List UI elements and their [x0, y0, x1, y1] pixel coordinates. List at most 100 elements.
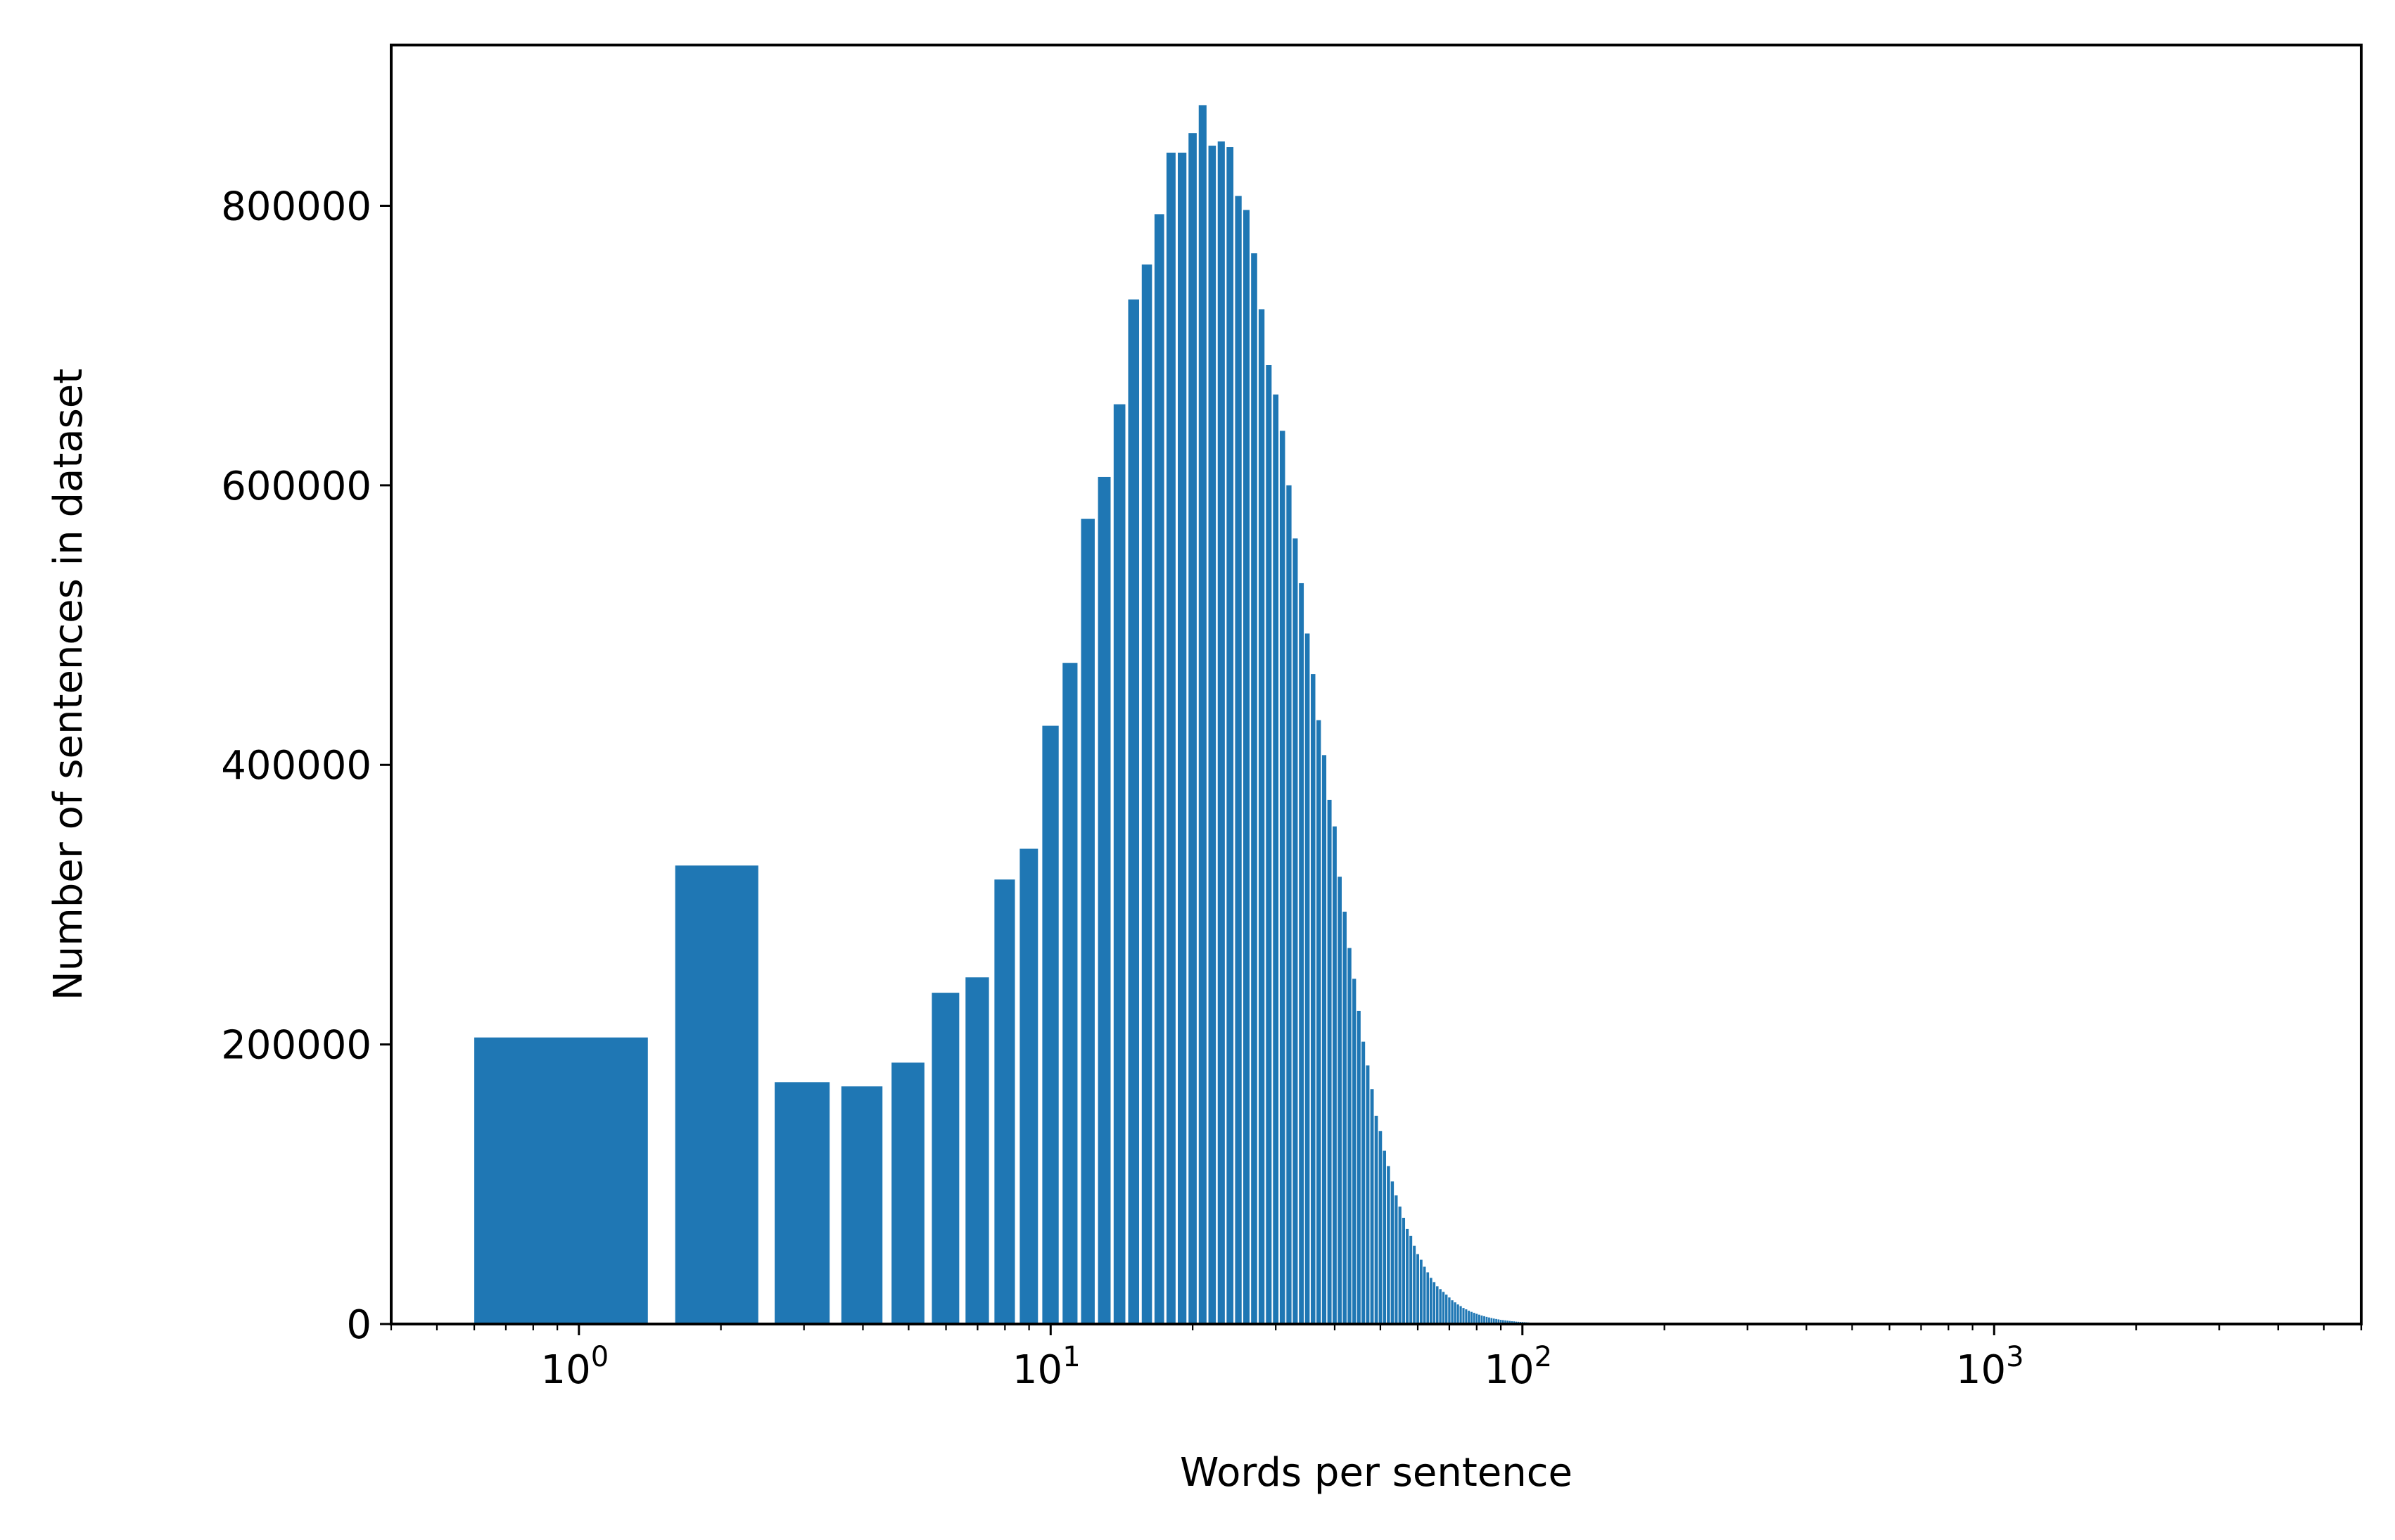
bar	[1128, 299, 1140, 1324]
bar	[1426, 1272, 1430, 1324]
bar	[1413, 1245, 1416, 1324]
x-tick-label: 102	[1484, 1341, 1552, 1393]
bar	[1273, 394, 1279, 1324]
bar	[1387, 1166, 1390, 1324]
bar	[1432, 1282, 1436, 1324]
bar	[1480, 1315, 1483, 1324]
bar	[1499, 1320, 1502, 1324]
bar	[1504, 1320, 1506, 1324]
y-axis-ticks: 0 200000 400000 600000 800000	[221, 184, 391, 1348]
bar	[1436, 1286, 1439, 1324]
bar	[1439, 1289, 1442, 1324]
bar	[1395, 1195, 1398, 1324]
bar	[1390, 1181, 1395, 1324]
bar	[1019, 848, 1038, 1324]
bar	[1459, 1306, 1462, 1324]
bar	[1357, 1010, 1361, 1324]
bar	[1178, 152, 1187, 1325]
y-tick-label: 600000	[221, 464, 371, 509]
bar	[1342, 911, 1347, 1324]
bar	[1226, 147, 1234, 1324]
y-axis-label: Number of sentences in dataset	[46, 369, 91, 1000]
bar	[675, 865, 758, 1324]
bar	[1279, 431, 1285, 1324]
y-tick-label: 0	[346, 1302, 371, 1348]
x-tick-label: 101	[1012, 1341, 1081, 1393]
bar	[1492, 1318, 1495, 1324]
bar	[1506, 1321, 1508, 1324]
bar	[1141, 264, 1152, 1325]
bar	[1416, 1254, 1419, 1324]
bar	[965, 977, 989, 1324]
bar	[1081, 518, 1095, 1324]
bar	[775, 1082, 830, 1324]
bar	[1311, 674, 1316, 1324]
bar	[1462, 1308, 1465, 1324]
bar	[1508, 1321, 1511, 1324]
y-tick-label: 400000	[221, 743, 371, 789]
bar	[1478, 1314, 1480, 1324]
bar	[1488, 1317, 1490, 1324]
bar	[1442, 1292, 1445, 1324]
bar	[1465, 1309, 1468, 1324]
bar	[1470, 1311, 1473, 1324]
bar	[1166, 152, 1176, 1325]
bar	[1316, 720, 1321, 1324]
bar	[1495, 1318, 1497, 1324]
bar	[1352, 979, 1357, 1324]
bar	[1333, 826, 1337, 1324]
plot-area-frame	[390, 44, 2363, 1325]
bar	[474, 1037, 648, 1324]
bar	[1419, 1259, 1423, 1324]
bar	[1398, 1207, 1402, 1324]
bar	[1430, 1278, 1432, 1324]
bar	[1154, 214, 1164, 1324]
bar	[932, 993, 960, 1324]
bar	[1423, 1266, 1426, 1324]
bar	[1235, 196, 1242, 1325]
bar	[841, 1086, 883, 1324]
bar	[1448, 1297, 1451, 1324]
bar	[1483, 1316, 1485, 1324]
bar	[1445, 1294, 1448, 1324]
bar	[1374, 1115, 1378, 1324]
bar	[1217, 141, 1225, 1325]
bar	[1406, 1228, 1409, 1324]
bar	[1497, 1319, 1500, 1324]
bar	[1370, 1089, 1374, 1324]
x-tick-label: 100	[540, 1341, 609, 1393]
bar	[1347, 948, 1352, 1324]
bar	[994, 879, 1015, 1324]
x-axis-label: Words per sentence	[1180, 1450, 1573, 1496]
bar	[1490, 1318, 1493, 1324]
bar	[1299, 583, 1304, 1325]
bar	[1454, 1302, 1456, 1324]
bar	[1258, 309, 1265, 1324]
x-tick-label: 103	[1956, 1341, 2024, 1393]
bar	[1451, 1300, 1454, 1324]
bar	[1198, 105, 1207, 1325]
bar	[1378, 1131, 1383, 1324]
bar	[1409, 1235, 1413, 1324]
bar	[1098, 476, 1111, 1325]
bar	[1383, 1150, 1386, 1324]
bar	[1485, 1316, 1488, 1324]
bar	[1062, 663, 1078, 1324]
bar	[1042, 725, 1059, 1324]
bar	[1243, 210, 1250, 1325]
bar	[1266, 365, 1272, 1324]
bar	[1304, 633, 1310, 1324]
bar	[1321, 755, 1327, 1324]
bar	[1208, 146, 1216, 1324]
bar	[1502, 1320, 1504, 1324]
bar	[1475, 1313, 1478, 1324]
y-tick-label: 200000	[221, 1023, 371, 1069]
bar	[1292, 538, 1298, 1324]
bar	[1113, 404, 1126, 1324]
bar	[891, 1062, 925, 1324]
bar	[1366, 1065, 1370, 1324]
bar	[1402, 1218, 1406, 1324]
bar	[1338, 877, 1342, 1324]
